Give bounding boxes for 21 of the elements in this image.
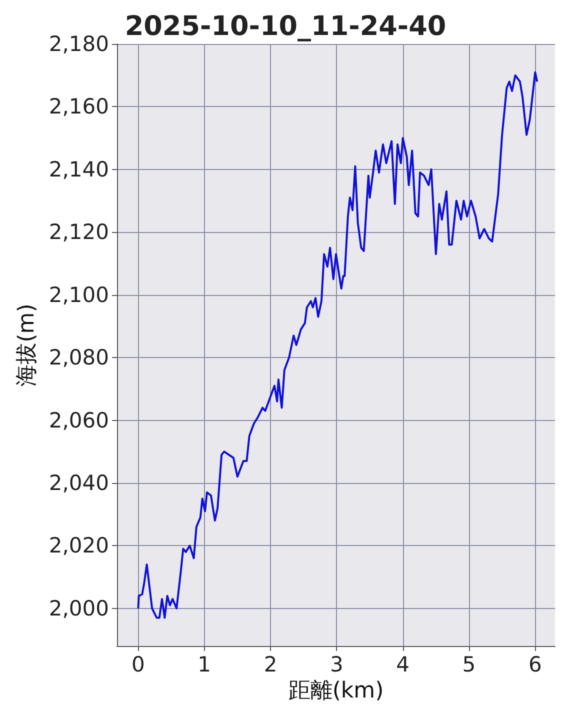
y-tick-label: 2,180 (48, 32, 110, 56)
x-tick-label: 1 (198, 652, 212, 676)
y-tick-label: 2,000 (48, 596, 110, 620)
y-tick-label: 2,120 (48, 220, 110, 244)
y-tick-label: 2,020 (48, 534, 110, 558)
y-tick-label: 2,040 (48, 470, 110, 495)
x-tick-label: 4 (396, 652, 410, 676)
y-tick-label: 2,080 (48, 346, 110, 370)
y-axis-title: 海拔(m) (14, 304, 40, 386)
chart-title: 2025-10-10_11-24-40 (124, 11, 446, 42)
x-tick-label: 3 (330, 652, 344, 676)
y-tick-label: 2,160 (48, 94, 110, 119)
y-tick-label: 2,140 (48, 157, 110, 182)
x-axis-title: 距離(km) (288, 678, 384, 704)
x-tick-label: 6 (528, 652, 542, 676)
x-tick-label: 5 (462, 652, 476, 676)
line-series (137, 71, 538, 619)
x-tick-label: 2 (264, 652, 278, 676)
y-tick-label: 2,100 (48, 282, 110, 307)
x-tick-label: 0 (132, 652, 145, 676)
y-tick-label: 2,060 (48, 408, 110, 432)
